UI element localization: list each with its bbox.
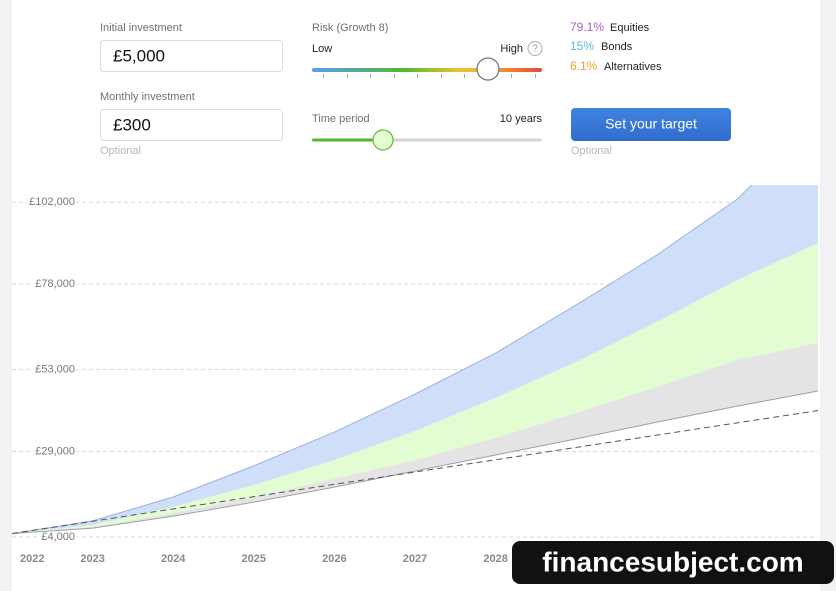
time-track-fill	[312, 138, 383, 142]
allocation-percent: 6.1%	[570, 59, 598, 73]
input-box[interactable]	[100, 109, 283, 141]
input-box[interactable]	[100, 40, 283, 72]
x-tick-label: 2024	[161, 553, 186, 565]
line	[12, 185, 753, 535]
allocation-percent: 15%	[570, 39, 594, 53]
watermark-box	[512, 541, 834, 584]
allocation-name: Equities	[610, 22, 650, 34]
band	[12, 342, 818, 534]
allocation-name: Alternatives	[604, 61, 662, 73]
y-tick-label: £78,000	[35, 278, 75, 290]
y-tick-label: £29,000	[35, 445, 75, 457]
field-label: Time period	[312, 113, 370, 125]
risk-handle[interactable]	[476, 57, 500, 81]
y-tick-label: £102,000	[29, 196, 75, 208]
chart: £4,000 £29,000 £53,000 £78,000 £102,000 2022 2…	[12, 185, 819, 565]
target-button-label[interactable]: Set your target	[605, 116, 697, 132]
field-label: Risk (Growth 8)	[312, 22, 388, 34]
x-tick-label: 2022	[20, 553, 44, 565]
hint: Optional	[571, 145, 612, 157]
risk-track[interactable]	[312, 68, 542, 72]
watermark: financesubject.com	[542, 546, 803, 577]
plot	[12, 185, 819, 535]
input-value[interactable]: £300	[113, 115, 151, 134]
slider-min-label: Low	[312, 43, 332, 55]
band	[12, 185, 818, 534]
x-tick-label: 2026	[322, 553, 346, 565]
x-tick-label: 2023	[80, 553, 104, 565]
slider-value: 10 years	[500, 113, 543, 125]
target-button[interactable]	[571, 108, 731, 141]
x-tick-label: 2025	[242, 553, 266, 565]
field-label: Monthly investment	[100, 91, 195, 103]
risk-ticks	[323, 74, 536, 78]
x-tick-label: 2027	[403, 553, 427, 565]
help-icon-text[interactable]: ?	[532, 44, 538, 55]
allocation-percent: 79.1%	[570, 20, 604, 34]
line	[12, 390, 819, 535]
time-handle[interactable]	[372, 129, 394, 151]
y-tick-label: £4,000	[41, 531, 75, 543]
y-tick-label: £53,000	[35, 363, 75, 375]
allocation-name: Bonds	[601, 41, 633, 53]
slider-max-label: High	[500, 43, 523, 55]
help-icon[interactable]	[527, 41, 543, 56]
field-label: Initial investment	[100, 22, 182, 34]
x-tick-label: 2028	[483, 553, 507, 565]
input-value[interactable]: £5,000	[113, 46, 165, 65]
dashed-line	[12, 410, 819, 535]
hint: Optional	[100, 145, 141, 157]
